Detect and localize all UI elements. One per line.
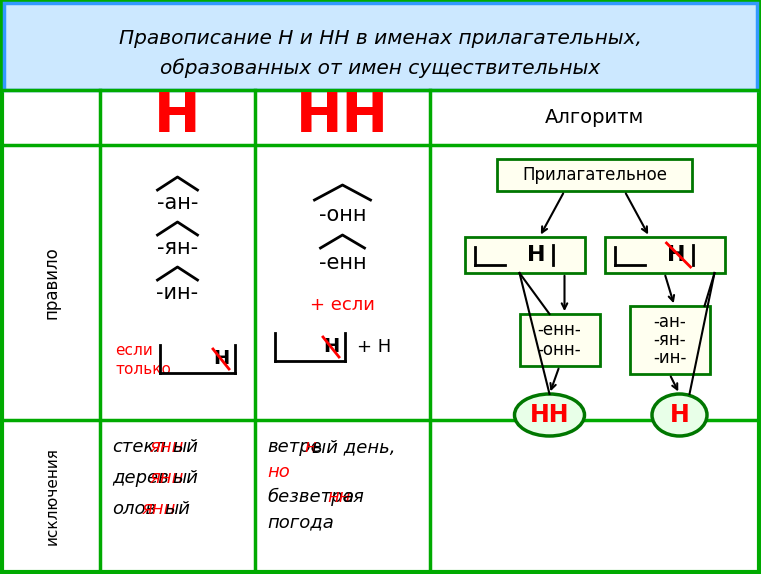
Text: Н: Н (213, 350, 229, 369)
Text: безветре: безветре (267, 488, 354, 506)
Bar (464, 237, 584, 273)
Text: -ин-: -ин- (653, 349, 686, 367)
Bar (604, 237, 724, 273)
Bar (520, 314, 600, 366)
Text: Прилагательное: Прилагательное (522, 166, 667, 184)
Text: ый: ый (164, 500, 190, 518)
Text: + если: + если (310, 296, 375, 314)
Text: н: н (304, 438, 317, 456)
Text: погода: погода (267, 513, 334, 531)
Text: Н: Н (154, 91, 201, 145)
Text: янн: янн (149, 469, 184, 487)
Text: -онн-: -онн- (538, 341, 581, 359)
Text: -ан-: -ан- (157, 193, 198, 213)
Text: Алгоритм: Алгоритм (545, 108, 644, 127)
Text: -ан-: -ан- (653, 313, 686, 331)
Text: исключения: исключения (44, 447, 59, 545)
Text: -ян-: -ян- (157, 238, 198, 258)
Text: образованных от имен существительных: образованных от имен существительных (160, 58, 600, 78)
Text: ый: ый (172, 469, 198, 487)
Ellipse shape (514, 394, 584, 436)
Text: олов: олов (112, 500, 156, 518)
Bar (497, 159, 692, 191)
Text: Н: Н (323, 338, 339, 356)
Text: -ин-: -ин- (157, 283, 199, 303)
Text: -онн: -онн (319, 205, 366, 225)
Bar (4, 3, 757, 90)
Text: стекл: стекл (112, 438, 166, 456)
Text: Н: Н (527, 245, 546, 265)
Text: -енн-: -енн- (537, 321, 581, 339)
Text: если
только: если только (115, 343, 171, 377)
Text: НН: НН (296, 91, 389, 145)
Text: дерев: дерев (112, 469, 169, 487)
Bar (629, 306, 709, 374)
Text: Правописание Н и НН в именах прилагательных,: Правописание Н и НН в именах прилагатель… (119, 29, 642, 48)
Text: янн: янн (149, 438, 184, 456)
Ellipse shape (652, 394, 707, 436)
Text: ветре: ветре (267, 438, 322, 456)
Text: ый день,: ый день, (312, 438, 396, 456)
Text: но: но (267, 463, 290, 481)
Text: + Н: + Н (357, 338, 391, 356)
Text: правило: правило (43, 246, 61, 319)
Text: Н: Н (667, 245, 686, 265)
Text: ый: ый (172, 438, 198, 456)
Text: -енн: -енн (319, 253, 366, 273)
Text: НН: НН (530, 403, 569, 427)
Text: нн: нн (327, 488, 351, 506)
Text: Н: Н (670, 403, 689, 427)
Text: янн: янн (142, 500, 177, 518)
Text: -ян-: -ян- (653, 331, 686, 349)
Text: ая: ая (342, 488, 364, 506)
